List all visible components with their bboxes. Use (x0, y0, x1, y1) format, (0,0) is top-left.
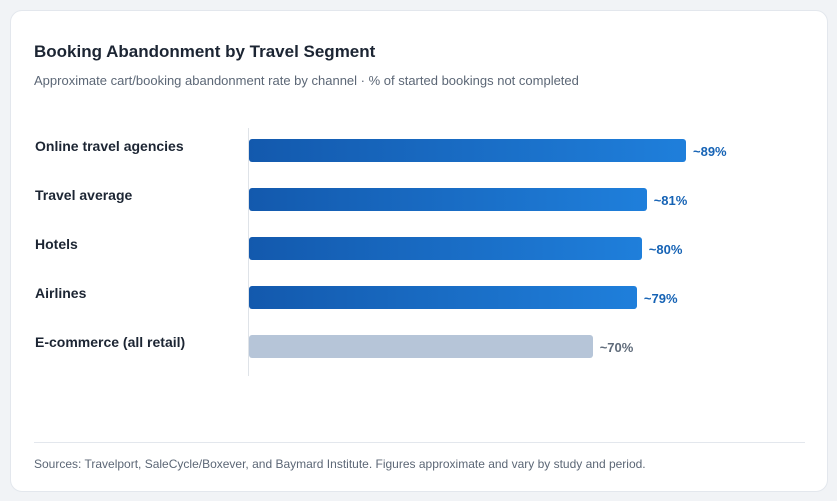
category-label: Airlines (35, 285, 87, 301)
category-label: Travel average (35, 187, 133, 203)
bar (249, 237, 642, 260)
bar-value-label: ~80% (648, 242, 683, 257)
chart-subtitle: Approximate cart/booking abandonment rat… (34, 73, 579, 88)
chart-card: Booking Abandonment by Travel Segment Ap… (10, 10, 828, 492)
category-axis-line (248, 128, 249, 376)
bar-value-label: ~70% (599, 340, 634, 355)
footer-divider (34, 442, 805, 443)
bar (249, 286, 637, 309)
bar (249, 139, 686, 162)
bar-value-label: ~89% (693, 144, 727, 159)
chart-title: Booking Abandonment by Travel Segment (34, 42, 376, 61)
category-label: Online travel agencies (35, 138, 184, 154)
bar (249, 335, 593, 358)
bar-chart: Online travel agencies ~89% Travel average… (11, 11, 829, 493)
category-label: E-commerce (all retail) (35, 334, 186, 350)
source-note: Sources: Travelport, SaleCycle/Boxever, … (34, 457, 646, 471)
bar-value-label: ~81% (653, 193, 688, 208)
bar (249, 188, 647, 211)
bar-value-label: ~79% (643, 291, 678, 306)
category-label: Hotels (35, 236, 78, 252)
